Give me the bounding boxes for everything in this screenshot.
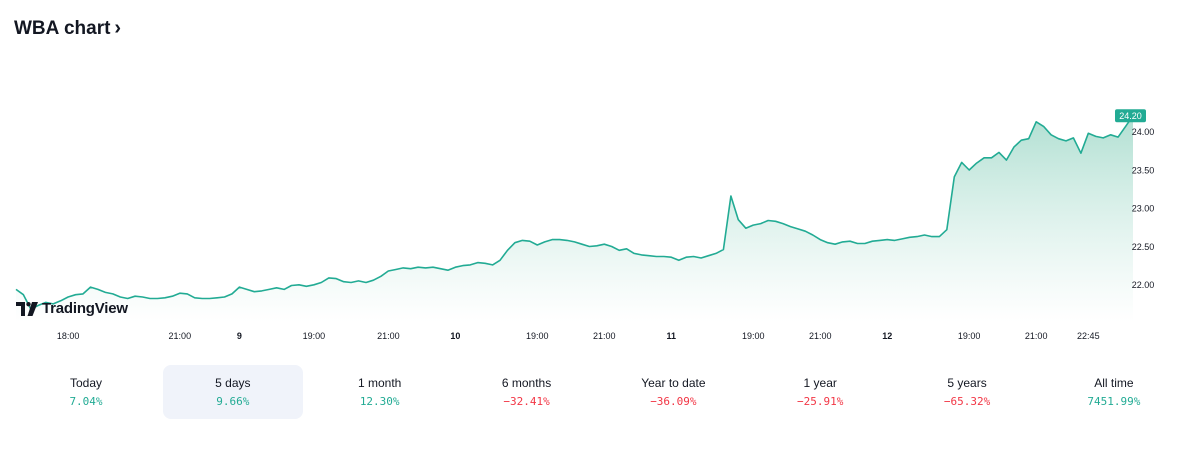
x-tick-label: 12 [882,331,892,341]
tradingview-logo[interactable]: TradingView [16,300,128,317]
period-label: All time [1094,376,1134,390]
period-label: 5 years [947,376,987,390]
x-tick-label: 19:00 [742,331,765,341]
x-tick-label: 21:00 [593,331,616,341]
x-tick-label: 21:00 [1025,331,1048,341]
x-tick-label: 19:00 [303,331,326,341]
x-tick-label: 18:00 [57,331,80,341]
period-change: −65.32% [943,395,991,408]
period-change: −36.09% [650,395,697,408]
y-tick-label: 23.50 [1132,165,1155,175]
period-5-days[interactable]: 5 days 9.66% [162,365,303,419]
x-tick-label: 19:00 [958,331,981,341]
period-today[interactable]: Today 7.04% [16,365,156,419]
period-label: 1 year [803,376,837,390]
x-tick-label: 19:00 [526,331,549,341]
tradingview-logo-icon [16,301,38,316]
x-tick-label: 11 [667,331,677,341]
period-6-months[interactable]: 6 months −32.41% [457,365,597,419]
y-tick-label: 22.50 [1132,242,1155,252]
period-1-year[interactable]: 1 year −25.91% [750,365,890,419]
chevron-right-icon: › [114,16,122,39]
y-tick-label: 22.00 [1132,280,1155,290]
period-year-to-date[interactable]: Year to date −36.09% [603,365,743,419]
period-change: 7.04% [69,395,103,408]
period-5-years[interactable]: 5 years −65.32% [897,365,1037,419]
period-label: Year to date [641,376,706,390]
x-tick-label: 9 [237,331,242,341]
period-all-time[interactable]: All time 7451.99% [1044,365,1184,419]
x-tick-label: 21:00 [809,331,832,341]
period-label: 1 month [358,376,402,390]
period-change: 7451.99% [1087,395,1141,408]
period-change: −32.41% [503,395,550,408]
price-chart[interactable]: 24.00 23.50 23.00 22.50 22.00 18:00 21:00 9 19:… [0,0,1200,350]
price-area-fill [16,115,1133,322]
last-price-label: 24.20 [1119,111,1142,121]
last-price-badge [1115,109,1146,123]
x-tick-label: 10 [450,331,460,341]
y-tick-label: 23.00 [1132,204,1155,214]
period-1-month[interactable]: 1 month 12.30% [310,365,450,419]
x-tick-label: 21:00 [377,331,400,341]
x-tick-label: 21:00 [169,331,192,341]
period-selector: Today 7.04% 5 days 9.66% 1 month 12.30% … [16,365,1184,419]
period-change: 12.30% [359,395,400,408]
chart-title-link[interactable]: WBA chart › [14,16,122,40]
price-line [15,115,1134,311]
tradingview-logo-text: TradingView [42,300,128,317]
x-tick-label: 22:45 [1077,331,1100,341]
period-label: Today [69,376,103,390]
page-title: WBA chart [14,18,111,39]
y-tick-label: 24.00 [1132,127,1155,137]
period-change: 9.66% [216,395,250,408]
period-change: −25.91% [797,395,844,408]
period-label: 5 days [215,376,251,390]
period-label: 6 months [501,376,552,390]
